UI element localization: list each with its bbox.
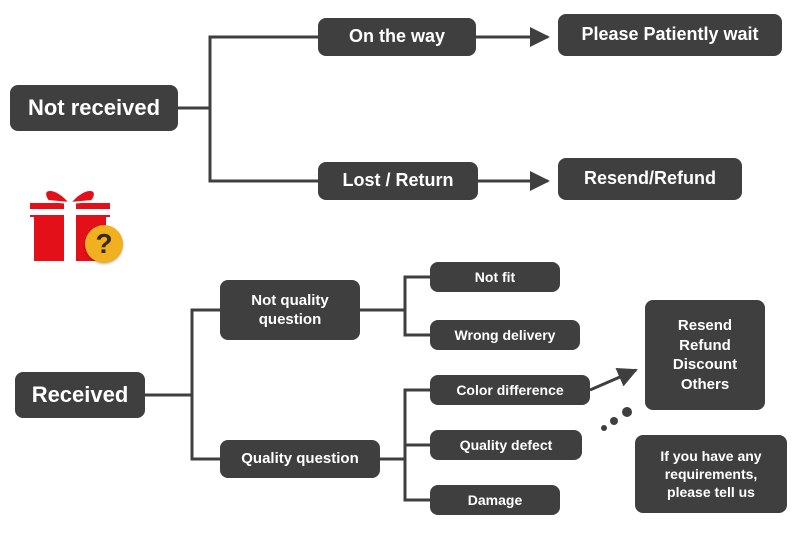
node-color-diff: Color difference (430, 375, 590, 405)
node-resend-refund: Resend/Refund (558, 158, 742, 200)
node-please-wait: Please Patiently wait (558, 14, 782, 56)
node-wrong-delivery: Wrong delivery (430, 320, 580, 350)
question-mark-glyph: ? (95, 228, 112, 260)
node-received: Received (15, 372, 145, 418)
node-quality: Quality question (220, 440, 380, 478)
node-not-fit: Not fit (430, 262, 560, 292)
node-actions: Resend Refund Discount Others (645, 300, 765, 410)
node-damage: Damage (430, 485, 560, 515)
question-mark-badge: ? (85, 225, 123, 263)
node-on-the-way: On the way (318, 18, 476, 56)
node-lost-return: Lost / Return (318, 162, 478, 200)
node-tell-us: If you have any requirements, please tel… (635, 435, 787, 513)
node-not-received: Not received (10, 85, 178, 131)
node-not-quality: Not quality question (220, 280, 360, 340)
node-quality-defect: Quality defect (430, 430, 582, 460)
